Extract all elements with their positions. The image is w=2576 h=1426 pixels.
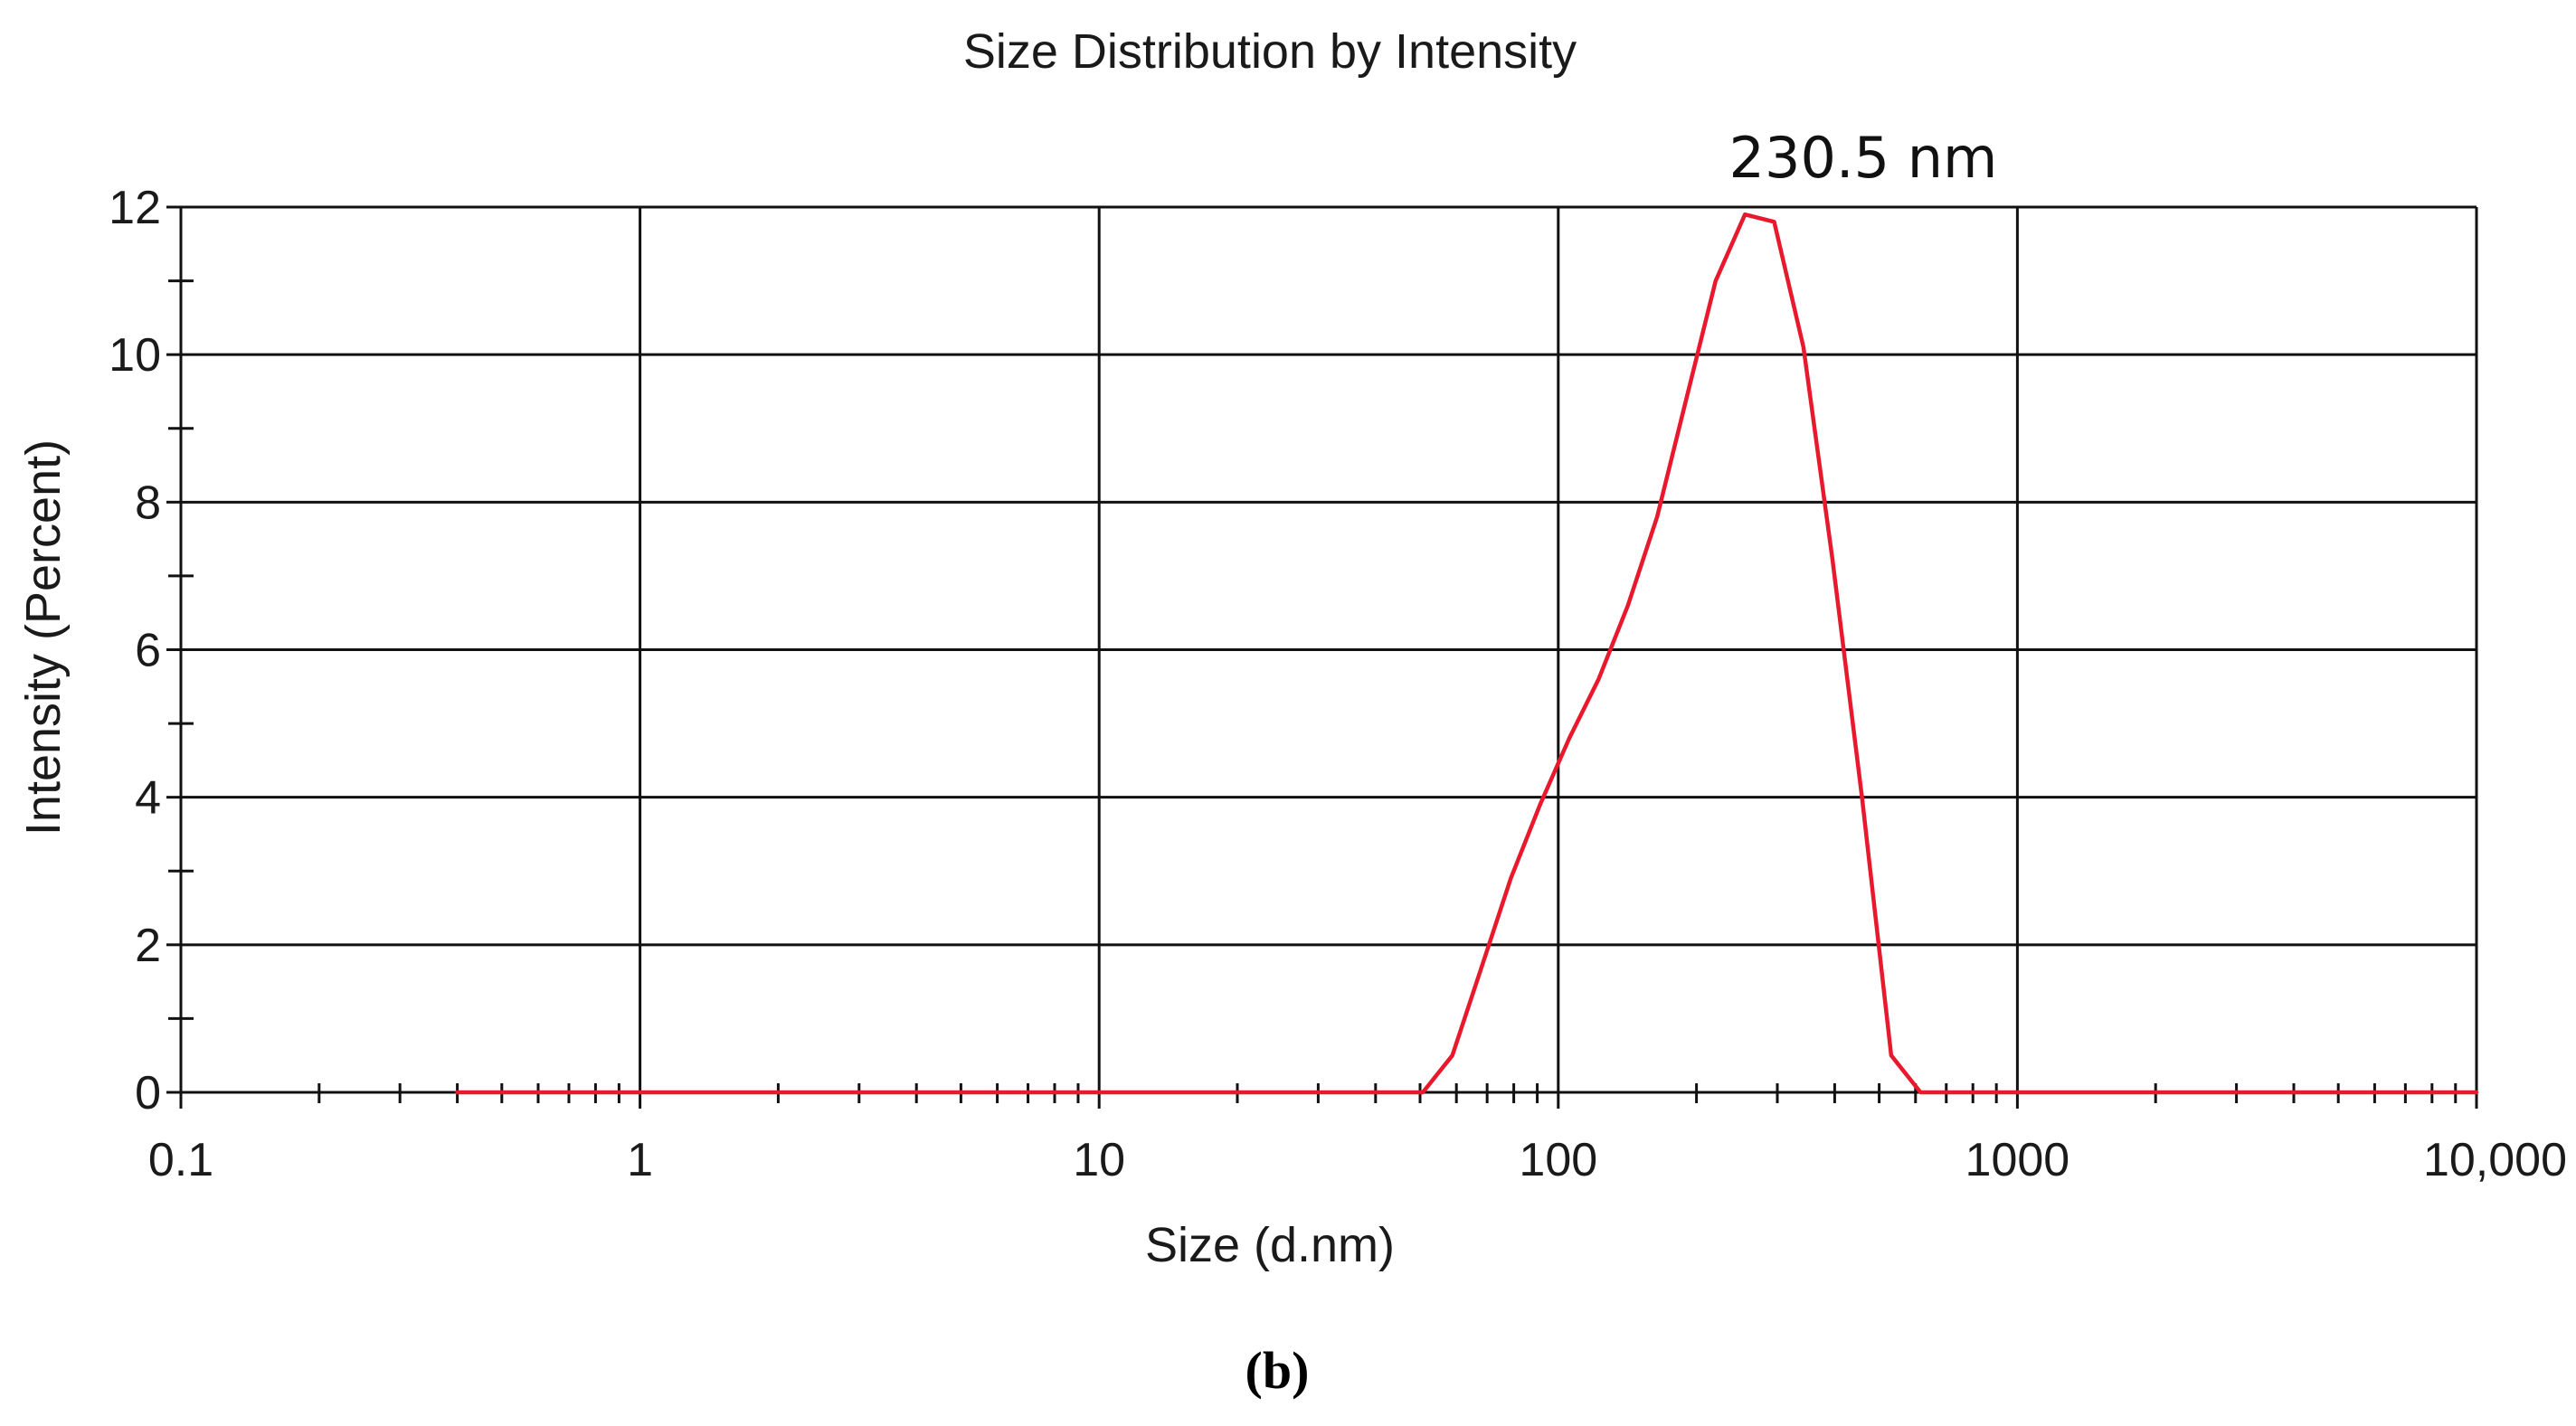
peak-annotation: 230.5 nm — [1729, 125, 1998, 191]
y-tick-label: 12 — [109, 182, 161, 234]
x-tick-label: 10 — [1073, 1134, 1125, 1186]
y-tick-label: 10 — [109, 329, 161, 382]
y-tick-labels: 0 2 4 6 8 10 12 — [109, 182, 161, 1119]
x-tick-labels: 0.1 1 10 100 1000 10,000 — [148, 1134, 2567, 1186]
x-tick-label: 10,000 — [2423, 1134, 2567, 1186]
minor-ticks — [168, 279, 2478, 1109]
y-axis-label: Intensity (Percent) — [16, 439, 71, 836]
chart-title: Size Distribution by Intensity — [963, 24, 1577, 79]
y-tick-label: 0 — [135, 1067, 161, 1119]
y-tick-label: 4 — [135, 772, 161, 825]
x-tick-label: 100 — [1519, 1134, 1597, 1186]
x-tick-label: 1 — [627, 1134, 653, 1186]
y-tick-label: 2 — [135, 920, 161, 972]
x-tick-label: 1000 — [1965, 1134, 2070, 1186]
grid-lines — [166, 205, 2478, 1094]
x-tick-label: 0.1 — [148, 1134, 213, 1186]
figure-caption: (b) — [1245, 1341, 1310, 1400]
intensity-distribution-line — [455, 212, 2479, 1095]
y-tick-label: 8 — [135, 477, 161, 529]
y-tick-label: 6 — [135, 625, 161, 677]
x-axis-label: Size (d.nm) — [1145, 1218, 1395, 1272]
